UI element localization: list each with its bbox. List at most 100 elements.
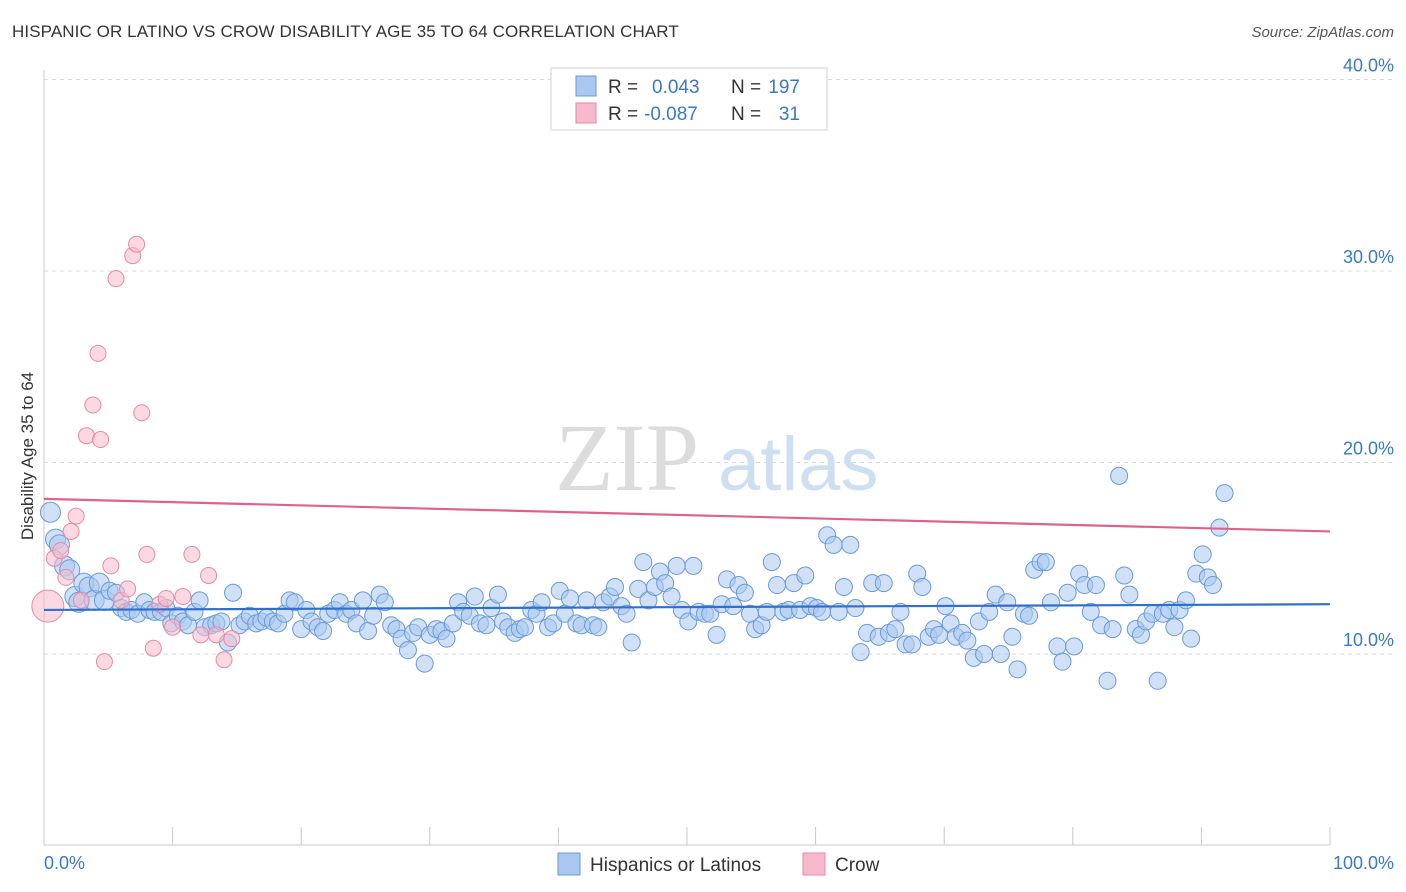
- hispanics-point: [605, 577, 624, 596]
- crow-point: [77, 427, 95, 445]
- crow-point: [107, 270, 125, 288]
- hispanics-point: [891, 602, 910, 621]
- hispanics-point: [364, 606, 383, 625]
- hispanics-point: [1165, 618, 1184, 637]
- crow-trend-line: [43, 497, 1331, 533]
- hispanics-point: [443, 614, 462, 633]
- bottom-legend-swatch-crow: [802, 852, 826, 876]
- hispanics-point: [796, 566, 815, 585]
- hispanics-point: [353, 591, 372, 610]
- hispanics-point: [589, 618, 608, 637]
- hispanics-point: [39, 501, 61, 523]
- crow-point: [144, 639, 162, 657]
- hispanics-point: [991, 645, 1010, 663]
- source-credit: Source: ZipAtlas.com: [1251, 24, 1394, 41]
- legend-n-label-1: N =: [731, 77, 761, 98]
- hispanics-point: [1182, 629, 1201, 648]
- crow-point: [119, 580, 137, 598]
- crow-point: [92, 431, 110, 449]
- hispanics-point: [1036, 553, 1055, 572]
- crow-point: [72, 591, 90, 609]
- y-tick-label: 40.0%: [1343, 56, 1394, 76]
- hispanics-point: [398, 641, 417, 660]
- hispanics-point: [834, 577, 853, 596]
- hispanics-point: [1148, 671, 1167, 690]
- legend-n-value-2: 31: [779, 104, 800, 125]
- hispanics-point: [1020, 606, 1039, 625]
- chart-title: HISPANIC OR LATINO VS CROW DISABILITY AG…: [12, 22, 679, 41]
- crow-point: [67, 507, 85, 525]
- crow-point: [62, 522, 80, 540]
- hispanics-point: [1110, 466, 1129, 485]
- hispanics-point: [886, 620, 905, 639]
- hispanics-point: [617, 604, 636, 623]
- y-tick-label: 20.0%: [1343, 439, 1394, 459]
- hispanics-point: [465, 587, 484, 606]
- hispanics-point: [1008, 660, 1027, 679]
- axes: [43, 70, 1331, 846]
- hispanics-point: [375, 593, 394, 612]
- hispanics-point: [998, 593, 1017, 612]
- hispanics-point: [415, 654, 434, 673]
- hispanics-point: [1003, 627, 1022, 646]
- hispanics-point: [488, 585, 507, 604]
- hispanics-point: [560, 589, 579, 608]
- hispanics-point: [1065, 637, 1084, 656]
- watermark-zip: ZIP: [555, 404, 699, 511]
- hispanics-point: [515, 618, 534, 637]
- hispanics-point: [1215, 484, 1234, 503]
- hispanics-point: [824, 535, 843, 554]
- hispanics-point: [1098, 671, 1117, 690]
- hispanics-point: [532, 593, 551, 612]
- legend-swatch-hispanics: [575, 75, 597, 97]
- bottom-legend-label-crow: Crow: [835, 855, 880, 876]
- hispanics-point: [841, 535, 860, 554]
- crow-point: [128, 235, 146, 253]
- hispanics-point: [1086, 576, 1105, 595]
- hispanics-point: [314, 622, 333, 641]
- crow-point: [200, 566, 218, 584]
- hispanics-point: [701, 604, 720, 623]
- crow-point: [207, 626, 225, 644]
- hispanics-point: [735, 583, 754, 602]
- hispanics-point: [190, 591, 209, 610]
- hispanics-point: [913, 577, 932, 596]
- hispanics-point: [437, 629, 456, 648]
- hispanics-point: [577, 591, 596, 610]
- hispanics-point: [874, 574, 893, 593]
- hispanics-point: [1193, 545, 1212, 564]
- bottom-legend-swatch-hispanics: [557, 852, 581, 876]
- hispanics-point: [1120, 585, 1139, 604]
- hispanics-point: [707, 625, 726, 644]
- hispanics-point: [224, 583, 243, 602]
- bottom-legend-label-hispanics: Hispanics or Latinos: [590, 855, 761, 876]
- crow-point: [215, 651, 233, 669]
- hispanics-point: [1103, 620, 1122, 639]
- crow-point: [133, 404, 151, 422]
- crow-point: [157, 589, 175, 607]
- crow-point: [31, 589, 65, 623]
- crow-point: [223, 630, 241, 648]
- x-tick-label-max: 100.0%: [1333, 853, 1394, 873]
- series-crow-points: [31, 235, 241, 671]
- crow-point: [138, 545, 156, 563]
- hispanics-point: [1058, 583, 1077, 602]
- watermark-atlas: atlas: [718, 422, 879, 507]
- legend-n-value-1: 197: [768, 77, 800, 98]
- hispanics-point: [980, 602, 999, 621]
- hispanics-point: [975, 645, 994, 663]
- hispanics-point: [829, 602, 848, 621]
- crow-point: [183, 545, 201, 563]
- hispanics-point: [768, 576, 787, 595]
- legend-r-value-1: 0.043: [652, 77, 700, 98]
- y-tick-labels: 10.0% 20.0% 30.0% 40.0%: [1343, 56, 1394, 651]
- hispanics-point: [622, 633, 641, 652]
- crow-point: [164, 618, 182, 636]
- hispanics-point: [1115, 566, 1134, 585]
- hispanics-point: [1048, 637, 1067, 656]
- hispanics-point: [1203, 576, 1222, 595]
- legend-r-label-1: R =: [608, 77, 638, 98]
- y-axis-title: Disability Age 35 to 64: [18, 372, 37, 540]
- hispanics-point: [762, 553, 781, 572]
